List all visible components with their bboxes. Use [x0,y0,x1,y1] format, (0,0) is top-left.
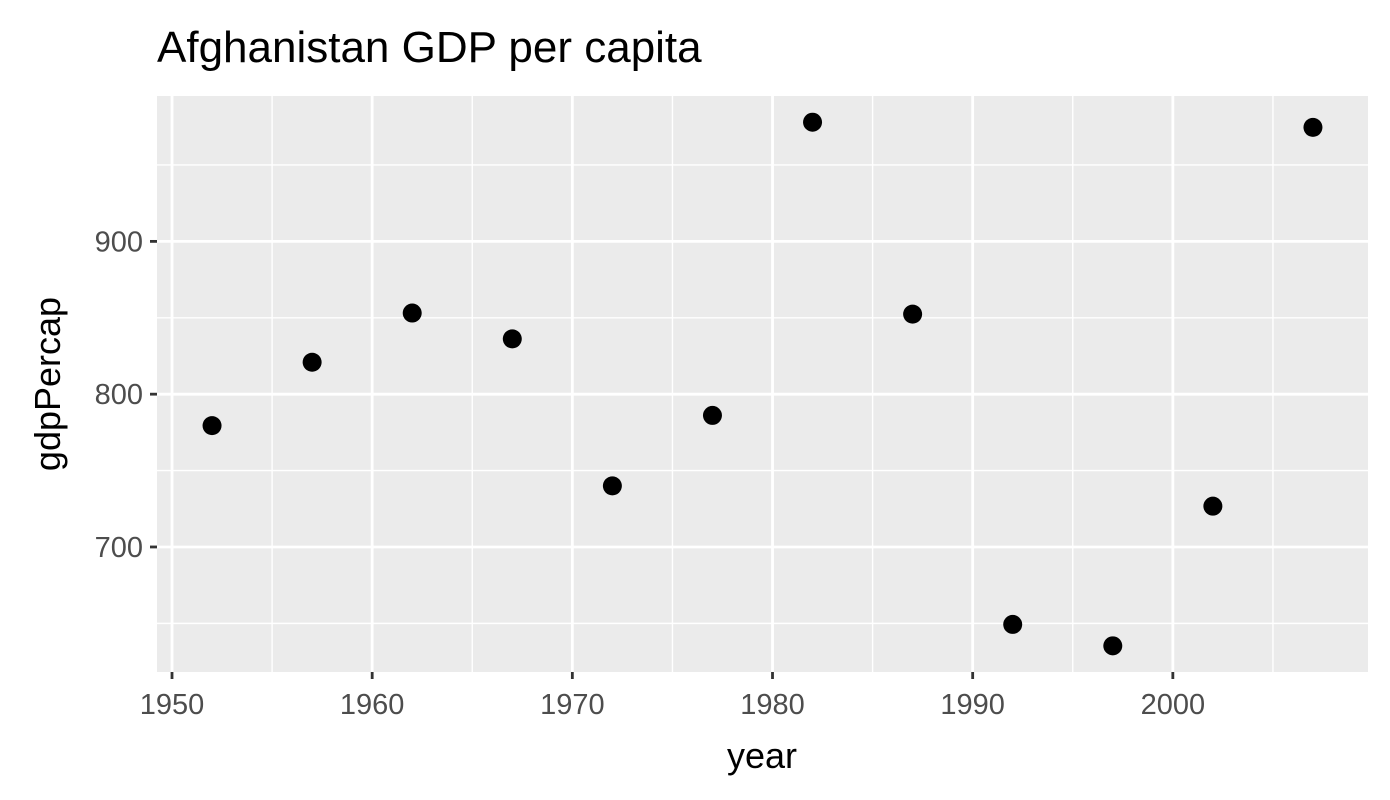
major-grid [157,96,1368,672]
data-point [502,329,522,349]
y-tick-label: 800 [95,379,143,411]
data-point [1103,636,1123,656]
x-tick-label: 1980 [740,689,805,721]
x-axis: 1950 1960 1970 1980 1990 2000 [140,672,1205,721]
data-point [903,304,923,324]
data-point [1303,117,1323,137]
y-axis: 700 800 900 [95,226,157,564]
y-axis-title: gdpPercap [27,297,68,471]
data-point [402,303,422,323]
data-point [803,112,823,132]
minor-grid [157,96,1368,672]
chart-title: Afghanistan GDP per capita [157,23,702,72]
x-tick-label: 2000 [1141,689,1206,721]
y-tick-label: 700 [95,532,143,564]
x-axis-title: year [727,735,797,776]
plot-panel [157,96,1368,672]
data-point [602,476,622,496]
x-tick-label: 1960 [340,689,405,721]
data-points [202,112,1323,656]
x-tick-label: 1950 [140,689,205,721]
data-point [302,352,322,372]
y-tick-label: 900 [95,226,143,258]
data-point [1003,614,1023,634]
data-point [702,405,722,425]
data-point [202,416,222,436]
x-tick-label: 1990 [940,689,1005,721]
data-point [1203,496,1223,516]
x-tick-label: 1970 [540,689,605,721]
